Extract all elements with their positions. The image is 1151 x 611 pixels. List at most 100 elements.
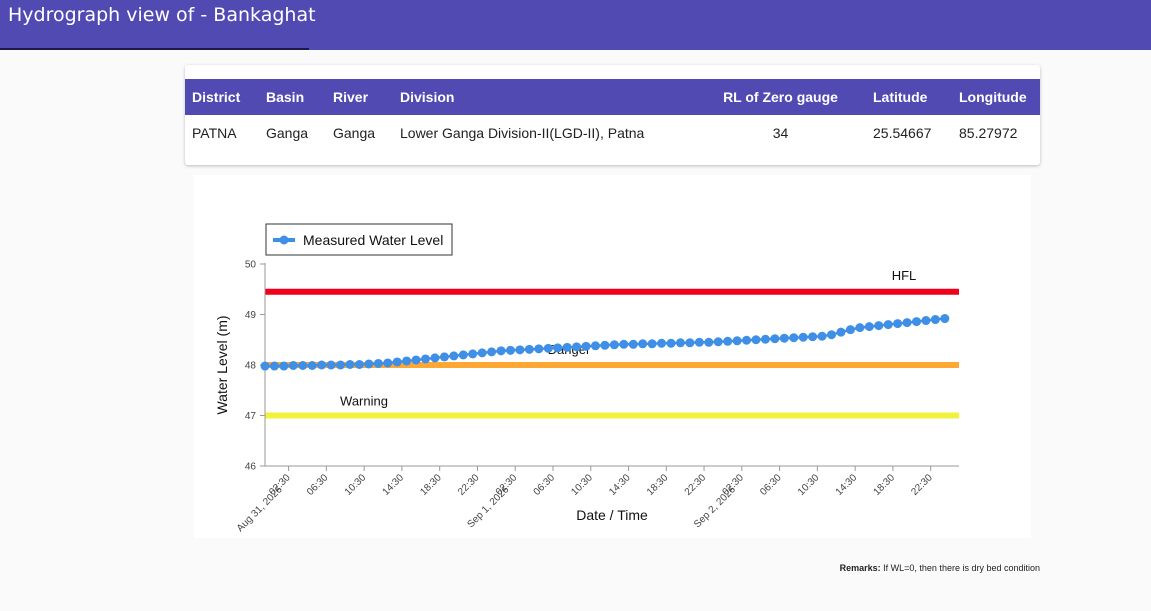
cell-division: Lower Ganga Division-II(LGD-II), Patna <box>400 125 645 141</box>
data-point <box>638 339 648 349</box>
data-point <box>902 318 912 328</box>
y-tick-label: 46 <box>245 462 257 473</box>
data-point <box>524 344 534 354</box>
x-tick-label: 06:30 <box>532 472 558 498</box>
data-point <box>534 344 544 354</box>
cell-district: PATNA <box>192 125 237 141</box>
y-tick-label: 47 <box>245 411 257 422</box>
x-tick-label: 22:30 <box>683 472 709 498</box>
data-point <box>770 334 780 344</box>
data-point <box>675 338 685 348</box>
data-point <box>657 338 667 348</box>
x-tick-label: 14:30 <box>834 472 860 498</box>
threshold-label-hfl: HFL <box>892 268 917 283</box>
data-point <box>487 347 497 357</box>
data-point <box>855 323 865 333</box>
x-tick-label: 18:30 <box>418 472 444 498</box>
data-point <box>345 359 355 369</box>
data-point <box>430 353 440 363</box>
header-river: River <box>326 79 393 115</box>
x-tick-label: 18:30 <box>872 472 898 498</box>
data-point <box>628 339 638 349</box>
remarks-note: Remarks: If WL=0, then there is dry bed … <box>760 563 1040 573</box>
cell-latitude: 25.54667 <box>873 125 932 141</box>
data-point <box>808 332 818 342</box>
data-point <box>883 320 893 330</box>
header-district: District <box>185 79 259 115</box>
header-longitude: Longitude <box>952 79 1040 115</box>
x-tick-label: 06:30 <box>305 472 331 498</box>
data-point <box>279 361 289 371</box>
x-tick-label: 10:30 <box>343 472 369 498</box>
data-point <box>307 361 317 371</box>
legend-label: Measured Water Level <box>303 232 443 248</box>
data-point <box>619 339 629 349</box>
header-rl-zero-gauge: RL of Zero gauge <box>695 79 866 115</box>
x-tick-label: 14:30 <box>381 472 407 498</box>
data-point <box>864 322 874 332</box>
remarks-label: Remarks: <box>839 563 881 573</box>
data-point <box>336 360 346 370</box>
data-point <box>893 319 903 329</box>
data-point <box>940 314 950 324</box>
data-point <box>392 357 402 367</box>
x-date-label: Sep 2, 2026 <box>692 484 738 530</box>
x-date-label: Sep 1, 2026 <box>465 484 511 530</box>
legend-swatch-marker <box>279 235 289 245</box>
data-point <box>515 345 525 355</box>
data-point <box>260 361 270 371</box>
y-tick-label: 49 <box>245 310 257 321</box>
table-row: PATNA Ganga Ganga Lower Ganga Division-I… <box>185 115 1040 151</box>
data-point <box>732 336 742 346</box>
data-point <box>685 338 695 348</box>
data-point <box>562 342 572 352</box>
data-point <box>600 340 610 350</box>
data-point <box>723 336 733 346</box>
x-tick-label: 18:30 <box>645 472 671 498</box>
y-axis-title: Water Level (m) <box>214 315 230 414</box>
data-point <box>326 360 336 370</box>
x-date-label: Aug 31, 2026 <box>235 484 285 534</box>
data-point <box>421 354 431 364</box>
cell-longitude: 85.27972 <box>959 125 1018 141</box>
page-title: Hydrograph view of - Bankaghat <box>8 4 316 26</box>
header-basin: Basin <box>259 79 326 115</box>
table-header-row: District Basin River Division RL of Zero… <box>185 79 1040 115</box>
data-point <box>798 332 808 342</box>
x-axis-title: Date / Time <box>576 507 648 523</box>
data-point <box>921 316 931 326</box>
legend-box <box>265 223 453 256</box>
data-point <box>468 349 478 359</box>
x-tick-label: 14:30 <box>607 472 633 498</box>
data-point <box>779 333 789 343</box>
data-point <box>477 348 487 358</box>
x-tick-label: 22:30 <box>909 472 935 498</box>
remarks-text: If WL=0, then there is dry bed condition <box>883 563 1040 573</box>
data-point <box>411 355 421 365</box>
data-point <box>364 359 374 369</box>
hydrograph-chart-container: HFLDangerWarning 464748495002:3006:3010:… <box>194 175 1031 538</box>
data-point <box>713 337 723 347</box>
data-point <box>751 335 761 345</box>
cell-rl-zero-gauge: 34 <box>772 125 789 141</box>
x-tick-label: 22:30 <box>456 472 482 498</box>
y-tick-label: 50 <box>245 260 257 271</box>
data-point <box>694 337 704 347</box>
data-point <box>402 356 412 366</box>
data-point <box>590 341 600 351</box>
data-point <box>543 343 553 353</box>
data-point <box>609 340 619 350</box>
data-point <box>789 333 799 343</box>
data-point <box>704 337 714 347</box>
data-point <box>298 361 308 371</box>
data-point <box>874 321 884 331</box>
title-underline <box>0 48 309 50</box>
data-point <box>354 359 364 369</box>
data-point <box>845 325 855 335</box>
cell-basin: Ganga <box>266 125 309 141</box>
data-point <box>458 350 468 360</box>
data-point <box>449 351 459 361</box>
data-point <box>373 358 383 368</box>
threshold-label-warning: Warning <box>340 394 388 409</box>
station-info-card: District Basin River Division RL of Zero… <box>185 65 1040 165</box>
